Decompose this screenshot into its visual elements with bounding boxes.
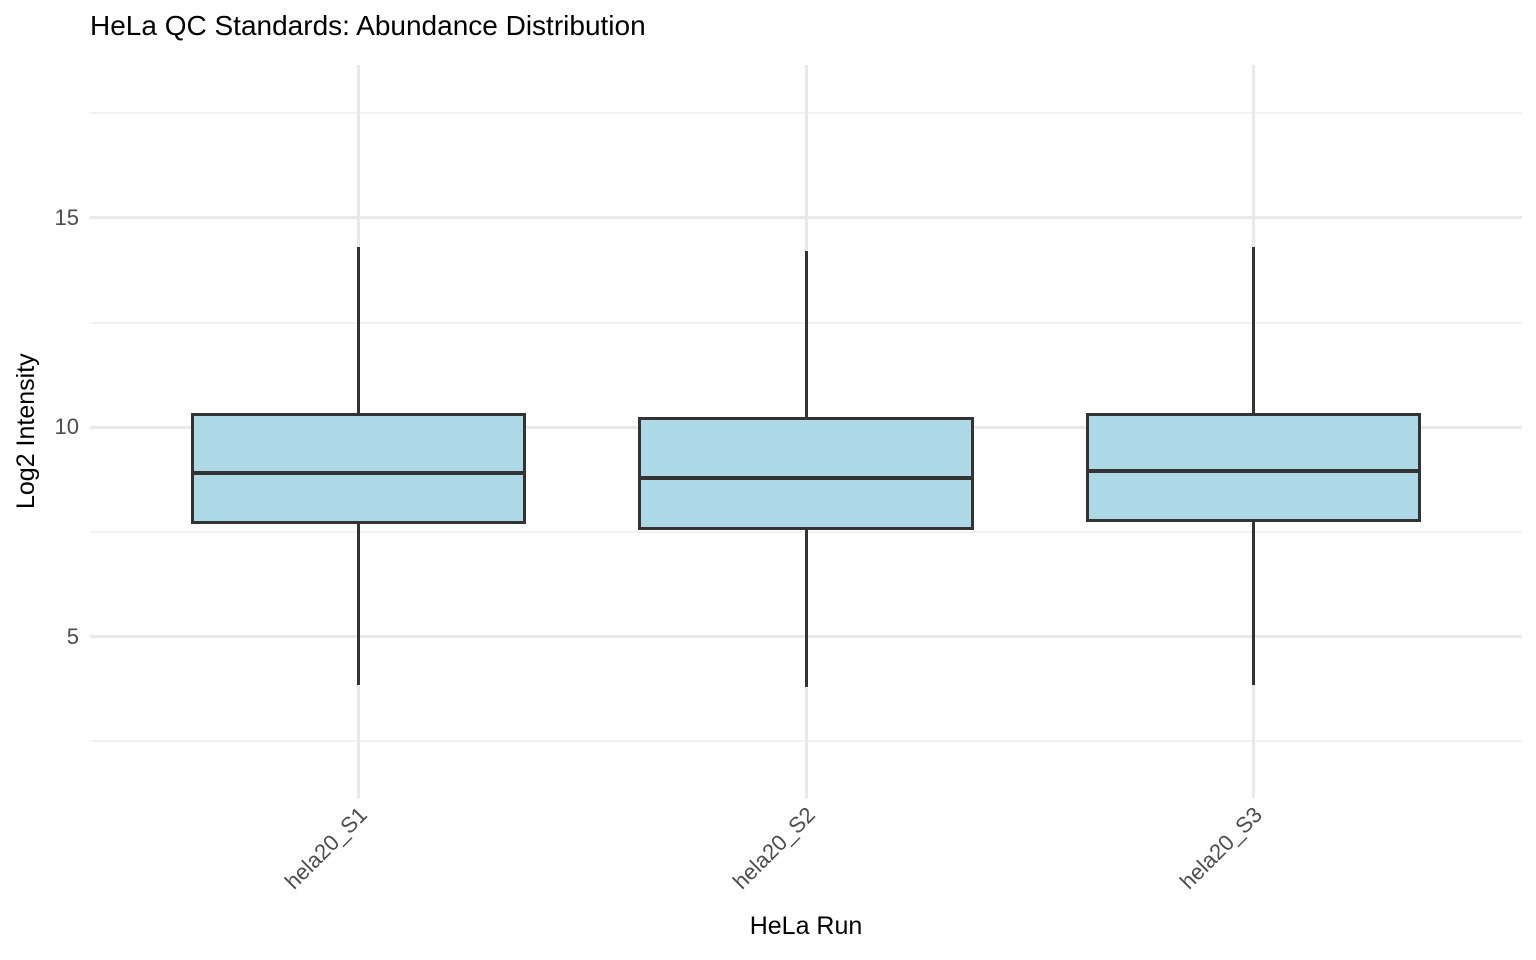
median-line [1088,469,1419,474]
x-tick-label: hela20_S1 [280,802,373,895]
chart-title: HeLa QC Standards: Abundance Distributio… [90,10,646,41]
y-tick-label: 15 [54,204,79,230]
box [1085,412,1422,522]
box [190,412,527,524]
box [638,416,974,530]
y-tick-label: 10 [54,414,79,440]
median-line [641,475,971,480]
x-tick-label: hela20_S3 [1175,802,1268,895]
x-axis-title: HeLa Run [749,912,863,940]
median-line [193,471,524,476]
x-tick-label: hela20_S2 [727,802,820,895]
y-tick-label: 5 [66,623,79,649]
